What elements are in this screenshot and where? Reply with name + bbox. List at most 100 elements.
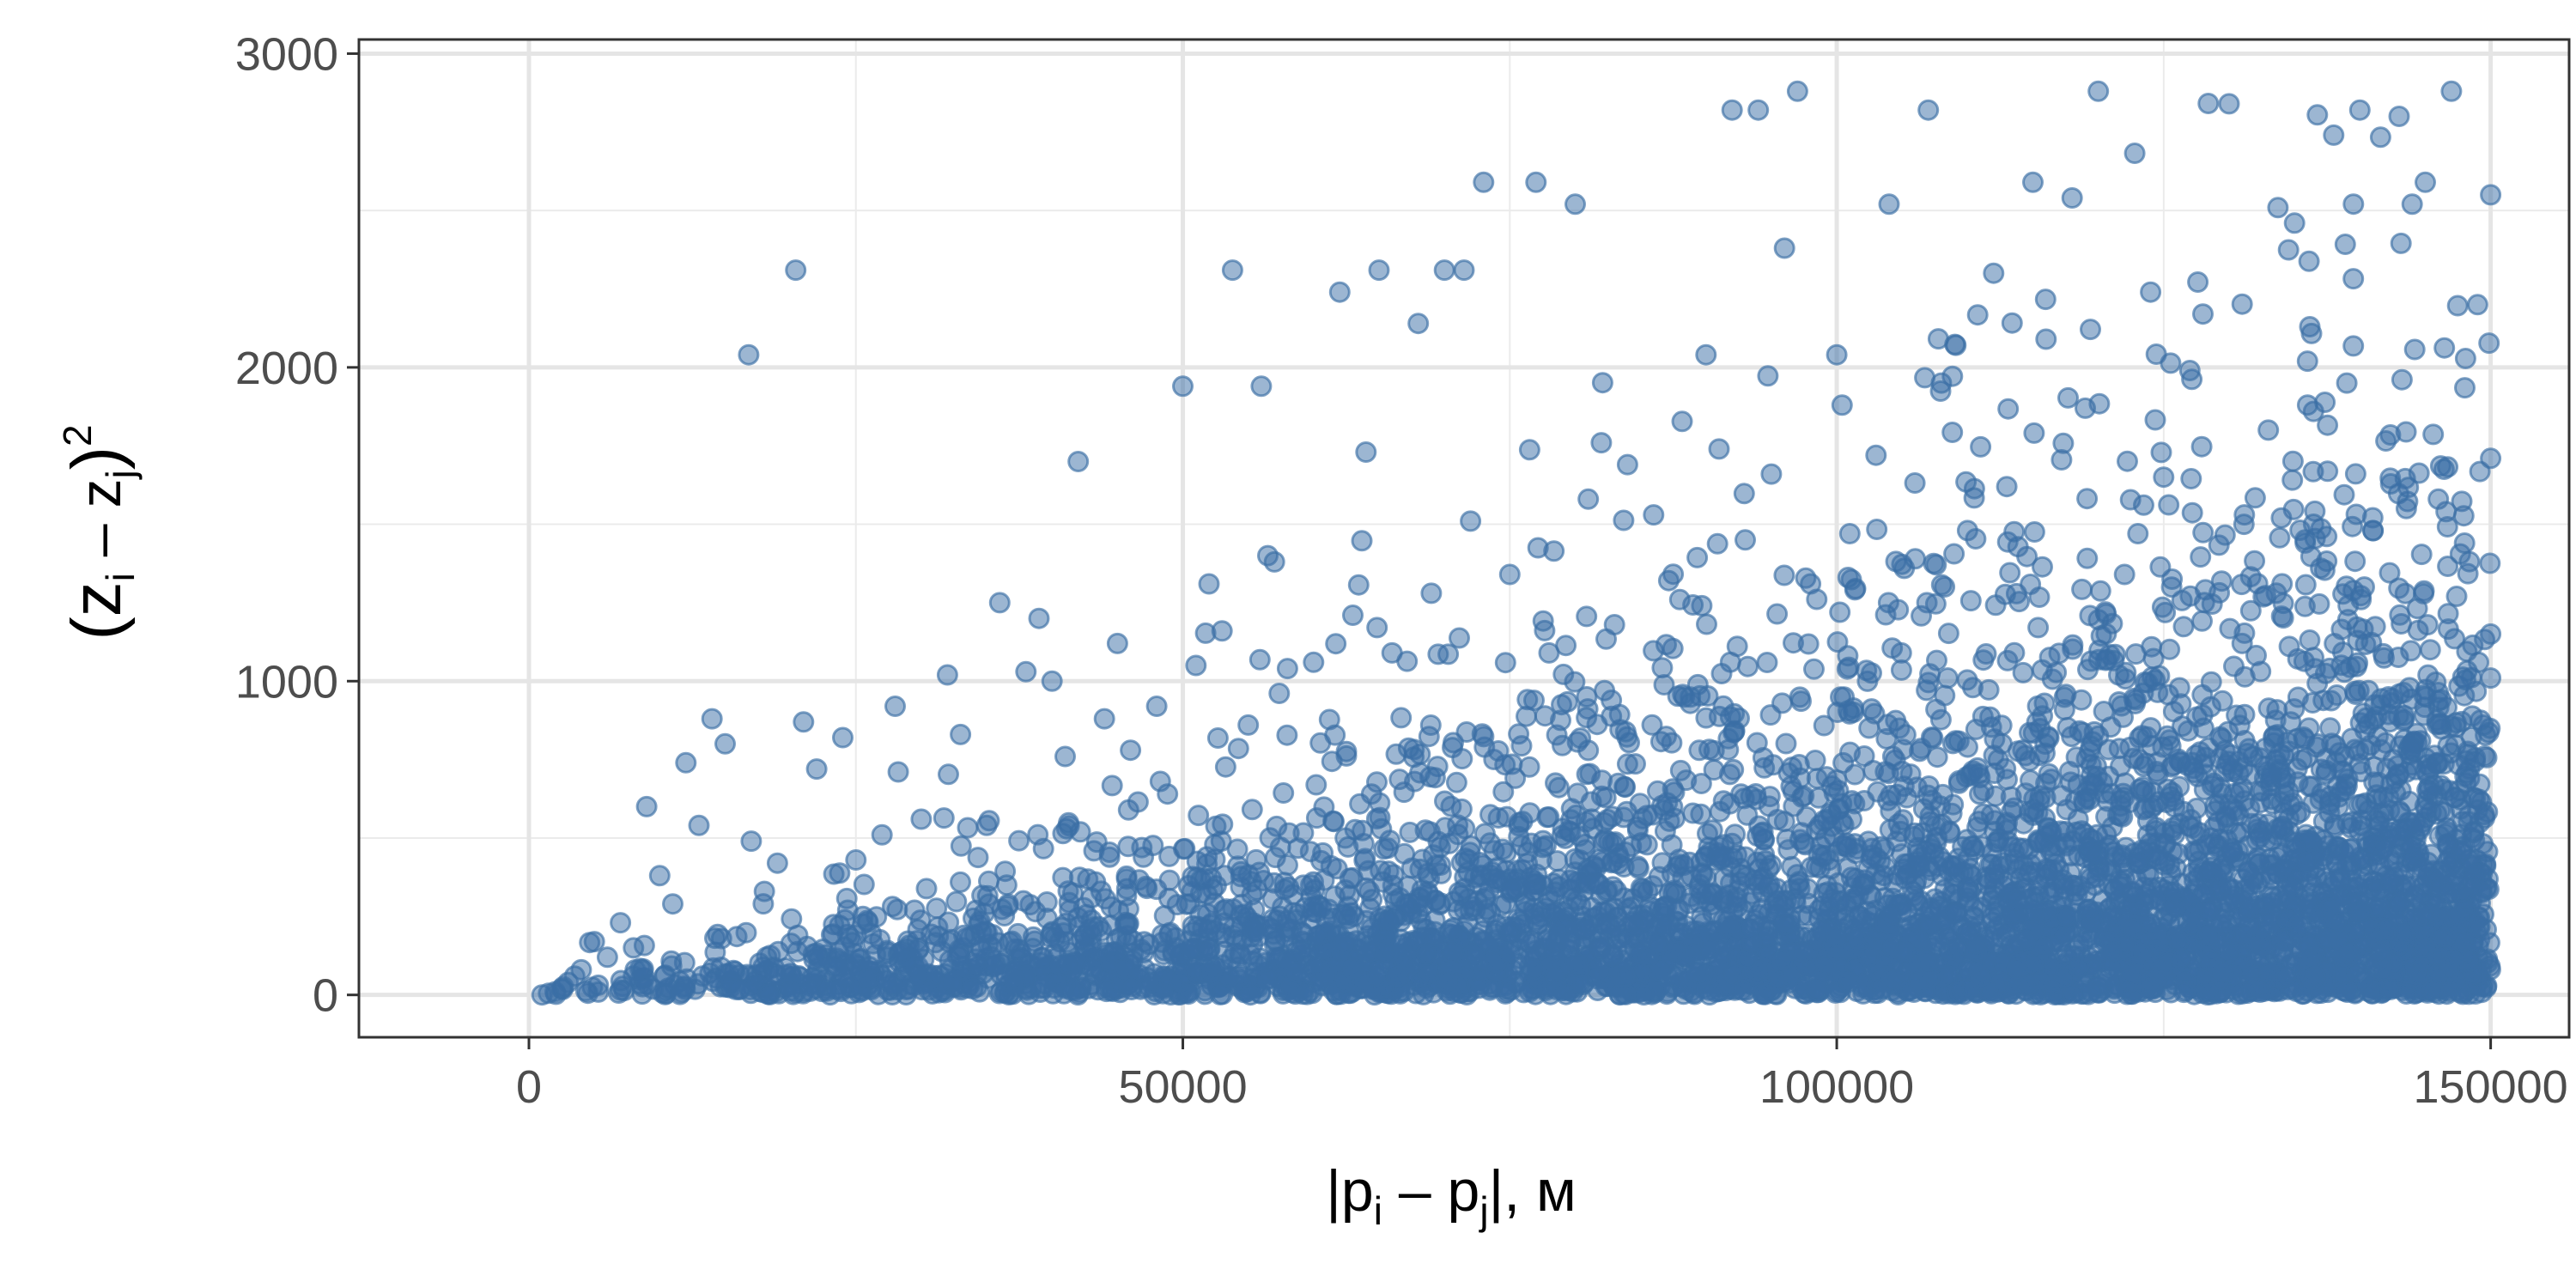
data-point bbox=[2293, 595, 2316, 617]
data-point bbox=[2336, 981, 2359, 1003]
data-point bbox=[1440, 795, 1462, 817]
data-point bbox=[2281, 450, 2304, 472]
data-point bbox=[2196, 834, 2218, 856]
data-point bbox=[2080, 319, 2101, 341]
data-point bbox=[1352, 819, 1374, 841]
data-point bbox=[1972, 649, 1995, 671]
data-point bbox=[823, 863, 845, 885]
data-point bbox=[1925, 554, 1947, 576]
data-point bbox=[1905, 776, 1928, 799]
data-point bbox=[1445, 771, 1467, 793]
data-point bbox=[1459, 841, 1481, 864]
data-point bbox=[1904, 472, 1926, 494]
data-point bbox=[2444, 628, 2466, 650]
data-point bbox=[1151, 982, 1174, 1005]
data-point bbox=[1937, 623, 1959, 645]
data-point bbox=[2012, 661, 2034, 683]
data-point bbox=[1419, 714, 1442, 736]
data-point bbox=[1576, 605, 1598, 628]
data-point bbox=[1831, 394, 1853, 416]
data-point bbox=[2458, 550, 2481, 573]
data-point bbox=[2300, 322, 2323, 344]
data-point bbox=[1757, 365, 1779, 387]
data-point bbox=[2388, 800, 2410, 822]
data-point bbox=[1863, 702, 1886, 725]
data-point bbox=[2233, 513, 2255, 536]
data-point bbox=[2001, 312, 2023, 334]
data-point bbox=[1803, 658, 1825, 680]
data-point bbox=[2345, 503, 2367, 526]
data-point bbox=[2344, 683, 2366, 705]
data-point bbox=[1970, 435, 1992, 458]
data-point bbox=[2111, 805, 2134, 828]
data-point bbox=[799, 980, 822, 1002]
data-points bbox=[531, 80, 2502, 1006]
data-point bbox=[1366, 617, 1388, 639]
data-point bbox=[1892, 809, 1914, 831]
data-point bbox=[2020, 574, 2042, 595]
data-point bbox=[903, 899, 926, 921]
data-point bbox=[2038, 762, 2060, 785]
data-point bbox=[1997, 398, 2020, 420]
data-point bbox=[2158, 494, 2180, 516]
data-point bbox=[2296, 350, 2318, 373]
data-point bbox=[1206, 727, 1229, 749]
data-point bbox=[2389, 604, 2411, 626]
data-point bbox=[1698, 738, 1720, 761]
data-point bbox=[1547, 776, 1570, 799]
data-point bbox=[1890, 659, 1912, 681]
data-point bbox=[2076, 547, 2099, 569]
data-point bbox=[2101, 612, 2123, 635]
data-point bbox=[2287, 686, 2309, 708]
data-point bbox=[1717, 727, 1740, 750]
data-point bbox=[2454, 377, 2476, 399]
data-point bbox=[1358, 897, 1381, 920]
data-point bbox=[1494, 652, 1516, 674]
data-point bbox=[2294, 574, 2317, 596]
data-point bbox=[2003, 641, 2026, 664]
data-point bbox=[2379, 562, 2401, 584]
data-point bbox=[1837, 700, 1859, 722]
data-point bbox=[2144, 409, 2166, 431]
data-point bbox=[1927, 930, 1949, 952]
data-point bbox=[1249, 861, 1271, 884]
data-point bbox=[1230, 893, 1253, 915]
data-point bbox=[945, 890, 968, 913]
data-point bbox=[2127, 523, 2149, 544]
data-point bbox=[1695, 707, 1717, 729]
data-point bbox=[1771, 692, 1793, 714]
data-point bbox=[1266, 815, 1288, 837]
data-point bbox=[1766, 603, 1789, 625]
data-point bbox=[1325, 633, 1347, 655]
data-point bbox=[1320, 854, 1342, 877]
data-point bbox=[1847, 904, 1869, 927]
data-point bbox=[2117, 450, 2138, 472]
data-point bbox=[2071, 578, 2093, 600]
data-point bbox=[2020, 769, 2041, 792]
data-point bbox=[1273, 782, 1295, 804]
data-point bbox=[1135, 875, 1157, 897]
data-point bbox=[2057, 386, 2079, 409]
data-point bbox=[1826, 769, 1848, 791]
data-point bbox=[1686, 546, 1709, 568]
data-point bbox=[1733, 483, 1755, 505]
data-point bbox=[2452, 505, 2475, 527]
data-point bbox=[2446, 295, 2469, 317]
data-point bbox=[2172, 616, 2195, 638]
data-point bbox=[1873, 865, 1895, 887]
data-point bbox=[2389, 892, 2411, 914]
data-point bbox=[995, 874, 1018, 896]
data-point bbox=[2319, 717, 2342, 739]
data-point bbox=[2027, 617, 2050, 639]
data-point bbox=[2190, 546, 2212, 568]
data-point bbox=[1158, 845, 1181, 867]
data-point bbox=[2197, 93, 2220, 114]
data-point bbox=[1756, 652, 1778, 673]
data-point bbox=[1390, 707, 1413, 729]
data-point bbox=[1941, 422, 1964, 443]
data-point bbox=[1626, 816, 1649, 838]
data-point bbox=[1227, 738, 1249, 760]
data-point bbox=[2299, 629, 2321, 651]
data-point bbox=[1746, 732, 1768, 754]
data-point bbox=[1532, 610, 1554, 632]
